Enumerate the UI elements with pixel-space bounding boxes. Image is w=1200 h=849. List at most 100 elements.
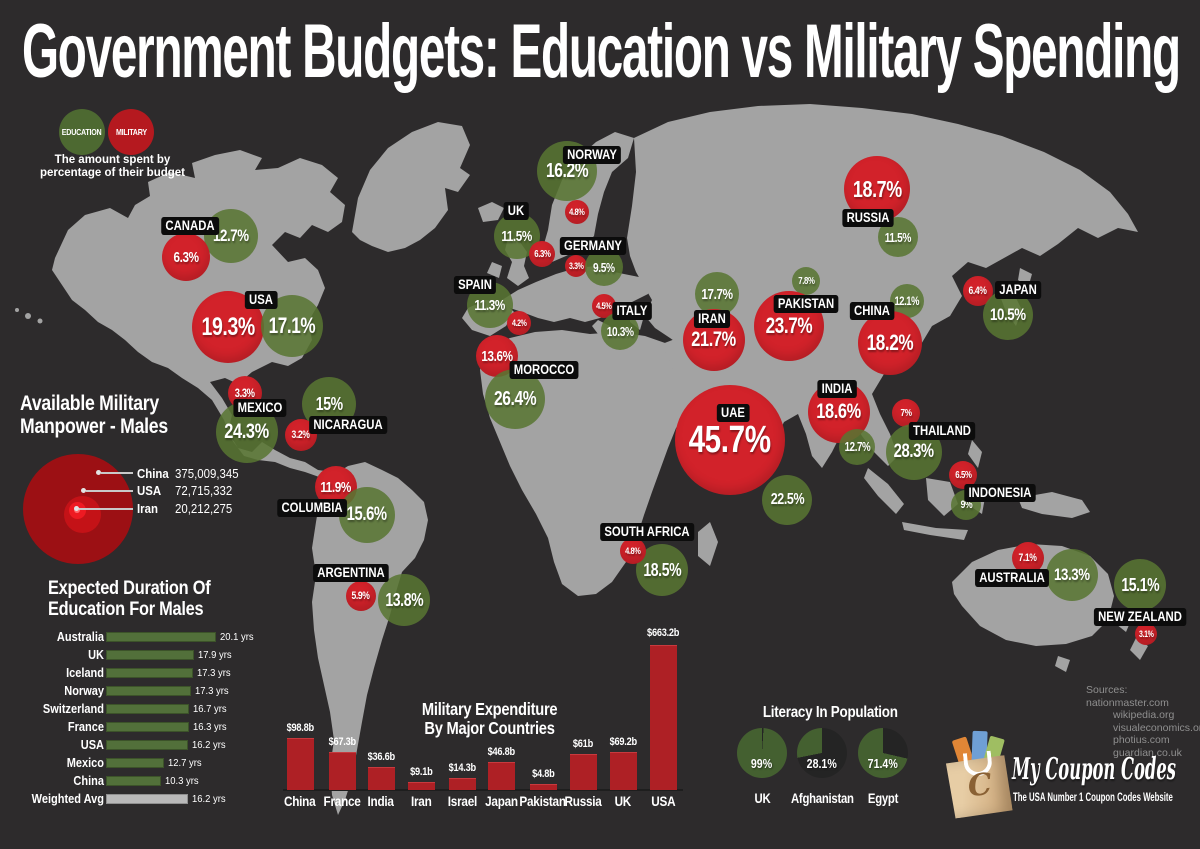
page-title: Government Budgets: Education vs Militar… [22, 9, 1181, 94]
duration-bar-weighted-avg [106, 794, 188, 804]
expenditure-value: $61b [572, 738, 594, 750]
military-bubble-spain: 4.2% [507, 311, 531, 335]
country-label-germany: GERMANY [559, 237, 627, 255]
bag-letter: C [966, 766, 994, 805]
aleutian-island [15, 308, 19, 312]
borneo [926, 478, 958, 516]
military-bubble-japan: 6.4% [963, 276, 993, 306]
duration-bar [106, 668, 193, 678]
military-bubble-canada: 6.3% [162, 233, 210, 281]
ireland [487, 262, 502, 278]
expenditure-label: Japan [484, 793, 518, 809]
iceland [478, 202, 504, 222]
country-label-spain: SPAIN [453, 276, 497, 294]
duration-row: France 16.3 yrs [67, 720, 227, 734]
country-label-uae: UAE [716, 404, 750, 422]
military-bubble-china: 18.2% [858, 311, 922, 375]
expenditure-value: $663.2b [646, 627, 680, 639]
literacy-title: Literacy In Population [762, 704, 898, 721]
country-label-columbia: COLUMBIA [277, 499, 347, 517]
country-label-italy: ITALY [612, 302, 652, 320]
scandinavia [540, 132, 634, 262]
military-bubble-morocco: 13.6% [476, 335, 518, 377]
expenditure-value: $69.2b [609, 736, 637, 748]
duration-row: Iceland 17.3 yrs [66, 666, 231, 680]
aleutian-island [37, 318, 43, 324]
duration-bar [106, 686, 191, 696]
expenditure-label: UK [614, 793, 632, 809]
country-label-japan: JAPAN [994, 281, 1042, 299]
expenditure-label: Pakistan [519, 793, 567, 809]
expenditure-bar-china [287, 738, 314, 790]
country-label-new-zealand: NEW ZEALAND [1093, 608, 1187, 626]
duration-row: China 10.3 yrs [73, 774, 199, 788]
duration-row: UK 17.9 yrs [88, 648, 232, 662]
military-legend-circle: MILITARY [108, 109, 154, 155]
education-bubble-australia: 13.3% [1046, 549, 1098, 601]
literacy-pie-uk: 99% [737, 728, 787, 778]
military-expenditure-title: Military Expenditure By Major Countries [422, 699, 558, 738]
expenditure-value: $67.3b [328, 736, 356, 748]
madagascar [698, 522, 718, 566]
country-label-indonesia: INDONESIA [964, 484, 1036, 502]
military-bubble-south-africa: 4.8% [620, 538, 646, 564]
expenditure-label: Russia [564, 793, 602, 809]
military-bubble-indonesia: 6.5% [949, 461, 977, 489]
tasmania [1055, 656, 1070, 672]
military-bubble-thailand: 7% [892, 399, 920, 427]
education-bubble-usa: 17.1% [261, 295, 323, 357]
country-label-iran: IRAN [693, 310, 731, 328]
country-label-china: CHINA [849, 302, 895, 320]
duration-row: Australia 20.1 yrs [56, 630, 254, 644]
country-label-india: INDIA [817, 380, 857, 398]
military-legend-label: MILITARY [115, 127, 147, 137]
duration-bar [106, 740, 188, 750]
duration-bar [106, 758, 164, 768]
source-line: Sources: nationmaster.com [1086, 684, 1169, 709]
duration-bar [106, 632, 216, 642]
literacy-pie-afghanistan: 28.1% [797, 728, 847, 778]
literacy-label-uk: UK [754, 791, 770, 806]
sources-list: Sources: nationmaster.com wikipedia.org … [1086, 684, 1200, 759]
education-bubble-japan: 10.5% [983, 290, 1033, 340]
expenditure-value: $14.3b [448, 762, 476, 774]
country-label-norway: NORWAY [562, 146, 622, 164]
expenditure-label: USA [650, 793, 676, 809]
military-bubble-uk: 6.3% [529, 241, 555, 267]
leader-dot-iran [74, 506, 79, 511]
country-label-canada: CANADA [161, 217, 219, 235]
duration-bar [106, 650, 194, 660]
duration-row: Weighted Avg 16.2 yrs [31, 792, 226, 806]
education-bubble-morocco: 26.4% [485, 369, 545, 429]
leader-line-usa [86, 490, 133, 492]
expenditure-bar-india [368, 767, 395, 790]
education-legend-label: EDUCATION [62, 127, 102, 137]
literacy-label-egypt: Egypt [867, 791, 899, 806]
expenditure-bar-israel [449, 778, 476, 790]
expenditure-value: $98.8b [286, 722, 314, 734]
legend-subtitle: The amount spent by percentage of their … [39, 154, 186, 179]
manpower-title: Available Military Manpower - Males [20, 392, 168, 438]
education-bubble-china: 12.1% [890, 284, 924, 318]
duration-row: Mexico 12.7 yrs [66, 756, 202, 770]
duration-bar [106, 722, 189, 732]
expenditure-bar-uk [610, 752, 637, 790]
country-label-south-africa: SOUTH AFRICA [600, 523, 694, 541]
country-label-mexico: MEXICO [233, 399, 287, 417]
literacy-pie-egypt: 71.4% [858, 728, 908, 778]
manpower-row: China 375,009,345 [137, 466, 239, 481]
education-bubble-india: 12.7% [839, 429, 875, 465]
military-bubble-argentina: 5.9% [346, 581, 376, 611]
expenditure-label: Israel [447, 793, 477, 809]
source-line: photius.com [1113, 734, 1170, 746]
education-bubble-new-zealand: 15.1% [1114, 559, 1166, 611]
expenditure-bar-pakistan [530, 784, 557, 790]
expenditure-bar-france [329, 752, 356, 790]
expenditure-value: $36.6b [367, 751, 395, 763]
education-bubble-iran: 17.7% [695, 272, 739, 316]
country-label-morocco: MOROCCO [509, 361, 579, 379]
leader-line-iran [79, 508, 133, 510]
shopping-bag-icon: C [938, 730, 1018, 822]
